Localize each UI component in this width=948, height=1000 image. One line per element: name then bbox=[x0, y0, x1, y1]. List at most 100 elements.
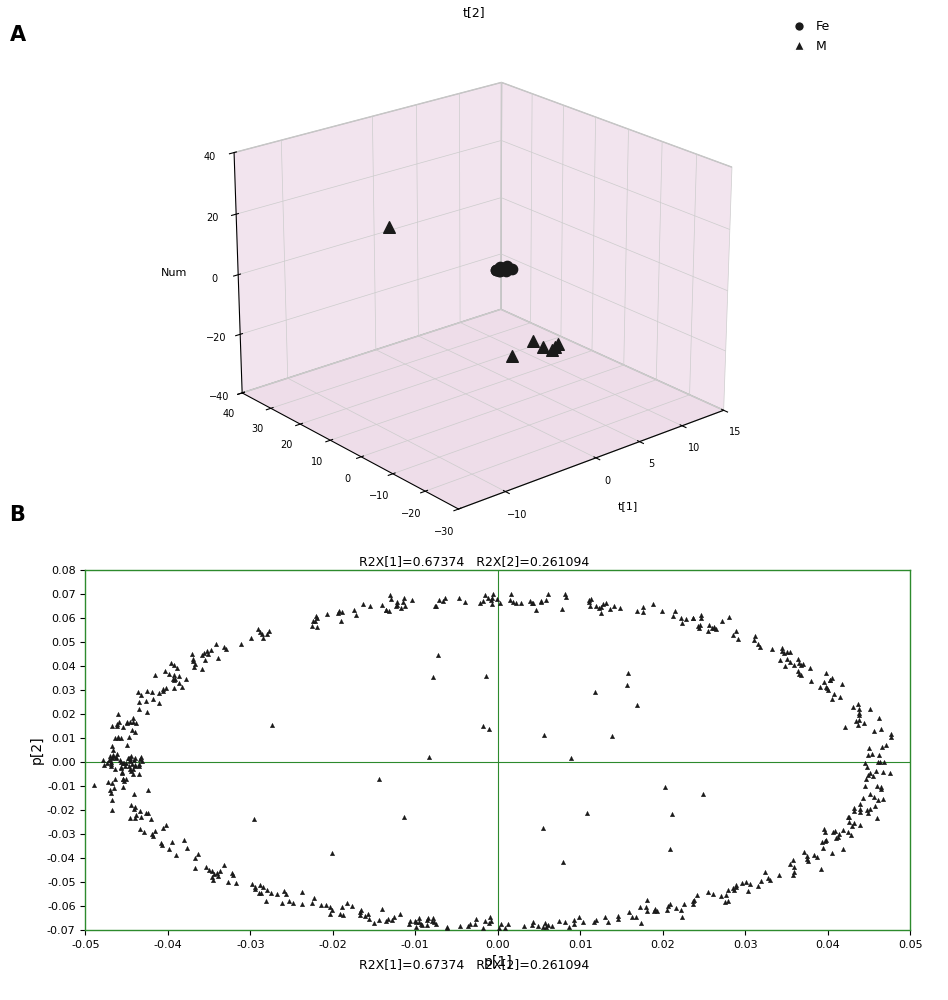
Point bbox=[128, 724, 143, 740]
Point bbox=[125, 761, 140, 777]
Point bbox=[128, 758, 143, 774]
Point bbox=[228, 875, 244, 891]
Point bbox=[819, 832, 834, 848]
Point bbox=[125, 710, 140, 726]
Point bbox=[428, 598, 444, 614]
Point bbox=[372, 912, 387, 928]
Point bbox=[414, 917, 429, 933]
Point bbox=[132, 756, 147, 772]
Point bbox=[595, 596, 611, 612]
Point bbox=[792, 666, 807, 682]
Point bbox=[707, 619, 722, 635]
Point bbox=[606, 598, 621, 614]
Point bbox=[206, 872, 221, 888]
Point bbox=[622, 904, 637, 920]
Point bbox=[870, 754, 885, 770]
Point bbox=[665, 806, 680, 822]
Point bbox=[100, 752, 116, 768]
Point bbox=[428, 598, 443, 614]
Point bbox=[123, 748, 138, 764]
Point bbox=[719, 887, 734, 903]
Point bbox=[191, 846, 206, 862]
Point bbox=[865, 746, 880, 762]
Point bbox=[255, 630, 270, 646]
Point bbox=[395, 594, 410, 610]
Point bbox=[484, 590, 500, 606]
Point bbox=[629, 603, 645, 619]
Point bbox=[567, 912, 582, 928]
Point bbox=[786, 859, 801, 875]
Point bbox=[126, 786, 141, 802]
Point bbox=[151, 685, 166, 701]
Point bbox=[134, 687, 149, 703]
Point bbox=[210, 865, 225, 881]
Point bbox=[389, 594, 404, 610]
Point bbox=[345, 898, 360, 914]
Point bbox=[132, 766, 147, 782]
Point bbox=[119, 714, 135, 730]
Point bbox=[123, 763, 138, 779]
Point bbox=[840, 824, 855, 840]
Point bbox=[852, 804, 867, 820]
Point bbox=[133, 809, 148, 825]
Point bbox=[309, 619, 324, 635]
Point bbox=[717, 894, 732, 910]
Point bbox=[225, 865, 240, 881]
Point bbox=[872, 754, 887, 770]
Point bbox=[100, 755, 115, 771]
Point bbox=[825, 691, 840, 707]
Point bbox=[110, 730, 125, 746]
Point bbox=[842, 809, 857, 825]
Point bbox=[104, 750, 119, 766]
Point bbox=[210, 650, 226, 666]
Point bbox=[782, 644, 797, 660]
Point bbox=[124, 722, 139, 738]
Point bbox=[685, 610, 701, 626]
Point bbox=[127, 757, 142, 773]
Point bbox=[567, 916, 582, 932]
Point bbox=[200, 646, 215, 662]
Point bbox=[109, 749, 124, 765]
Point bbox=[692, 617, 707, 633]
Point bbox=[654, 603, 669, 619]
Point bbox=[844, 818, 859, 834]
Point bbox=[829, 830, 844, 846]
Point bbox=[851, 696, 866, 712]
Point bbox=[858, 755, 873, 771]
Point bbox=[349, 607, 364, 623]
Point bbox=[632, 899, 647, 915]
Point bbox=[480, 590, 495, 606]
Point bbox=[247, 881, 263, 897]
Point bbox=[138, 805, 154, 821]
Point bbox=[765, 641, 780, 657]
Point bbox=[816, 674, 831, 690]
Point bbox=[856, 790, 871, 806]
Point bbox=[787, 864, 802, 880]
Point bbox=[244, 630, 259, 646]
Point bbox=[860, 802, 875, 818]
Point bbox=[693, 610, 708, 626]
Point bbox=[168, 671, 183, 687]
Point bbox=[109, 746, 124, 762]
Point bbox=[116, 771, 131, 787]
Point bbox=[740, 883, 756, 899]
Point bbox=[164, 655, 179, 671]
Point bbox=[478, 587, 493, 603]
Point bbox=[123, 797, 138, 813]
Point bbox=[818, 679, 833, 695]
Point bbox=[134, 749, 149, 765]
Point bbox=[105, 775, 120, 791]
Point bbox=[866, 723, 882, 739]
Point bbox=[729, 623, 744, 639]
Point bbox=[378, 602, 393, 618]
Point bbox=[747, 632, 762, 648]
Point bbox=[709, 621, 724, 637]
Point bbox=[497, 920, 512, 936]
Point bbox=[204, 863, 219, 879]
Point bbox=[127, 752, 142, 768]
Point bbox=[777, 658, 793, 674]
Point bbox=[873, 779, 888, 795]
Point bbox=[152, 695, 167, 711]
Point bbox=[122, 714, 137, 730]
Point bbox=[111, 729, 126, 745]
